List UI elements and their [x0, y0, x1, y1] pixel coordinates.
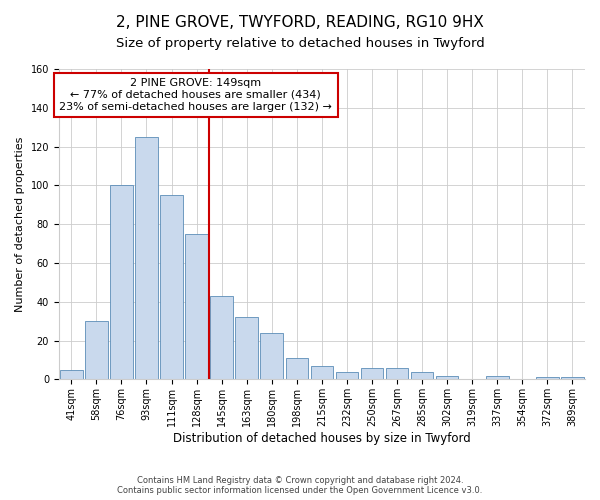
Bar — [386, 368, 409, 380]
Bar — [486, 376, 509, 380]
Bar — [260, 333, 283, 380]
Bar — [135, 137, 158, 380]
Bar — [160, 195, 183, 380]
Text: Contains HM Land Registry data © Crown copyright and database right 2024.
Contai: Contains HM Land Registry data © Crown c… — [118, 476, 482, 495]
Bar — [311, 366, 333, 380]
Bar — [60, 370, 83, 380]
Text: 2, PINE GROVE, TWYFORD, READING, RG10 9HX: 2, PINE GROVE, TWYFORD, READING, RG10 9H… — [116, 15, 484, 30]
Text: Size of property relative to detached houses in Twyford: Size of property relative to detached ho… — [116, 38, 484, 51]
Bar — [235, 318, 258, 380]
Bar — [411, 372, 433, 380]
Bar — [185, 234, 208, 380]
Y-axis label: Number of detached properties: Number of detached properties — [15, 136, 25, 312]
Bar — [335, 372, 358, 380]
Bar — [361, 368, 383, 380]
Bar — [110, 186, 133, 380]
X-axis label: Distribution of detached houses by size in Twyford: Distribution of detached houses by size … — [173, 432, 471, 445]
Bar — [85, 321, 107, 380]
Bar — [536, 378, 559, 380]
Bar — [211, 296, 233, 380]
Text: 2 PINE GROVE: 149sqm
← 77% of detached houses are smaller (434)
23% of semi-deta: 2 PINE GROVE: 149sqm ← 77% of detached h… — [59, 78, 332, 112]
Bar — [286, 358, 308, 380]
Bar — [561, 378, 584, 380]
Bar — [436, 376, 458, 380]
